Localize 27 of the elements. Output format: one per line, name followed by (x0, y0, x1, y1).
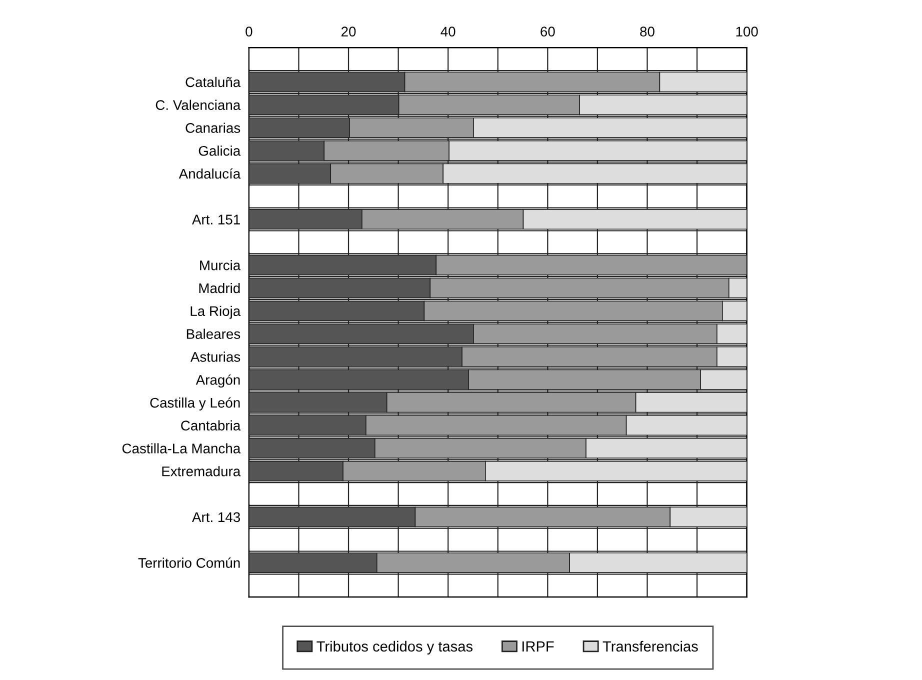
y-tick-label: Andalucía (178, 168, 241, 179)
y-tick-label: Baleares (186, 328, 240, 339)
x-tick-label: 60 (540, 26, 555, 37)
x-tick-label: 20 (341, 26, 356, 37)
y-tick-label: Cataluña (186, 76, 241, 88)
y-tick-label: Aragón (196, 374, 240, 388)
x-tick-label: 40 (440, 26, 456, 37)
legend-label: Transferencias (602, 640, 698, 652)
y-tick-label: Madrid (199, 282, 240, 294)
y-tick-label: Art. 143 (192, 512, 240, 522)
y-tick-label: C. Valenciana (156, 100, 241, 110)
y-tick-label: Territorio Común (138, 558, 240, 568)
y-tick-label: Castilla-La Mancha (122, 443, 241, 454)
y-tick-label: Art. 151 (192, 214, 240, 224)
y-tick-label: Castilla y León (150, 397, 240, 410)
x-tick-label: 100 (736, 26, 758, 37)
y-tick-label: Galicia (198, 146, 241, 156)
x-tick-label: 80 (640, 26, 654, 37)
y-tick-label: Murcia (200, 260, 241, 270)
y-tick-label: Extremadura (162, 466, 241, 476)
y-tick-label: Canarias (186, 122, 240, 133)
y-tick-label: Asturias (190, 352, 240, 362)
legend-label: Tributos cedidos y tasas (316, 640, 473, 654)
y-tick-label: Cantabria (181, 420, 241, 431)
legend-label: IRPF (522, 641, 554, 652)
x-tick-label: 0 (246, 26, 252, 37)
y-tick-label: La Rioja (190, 306, 241, 319)
